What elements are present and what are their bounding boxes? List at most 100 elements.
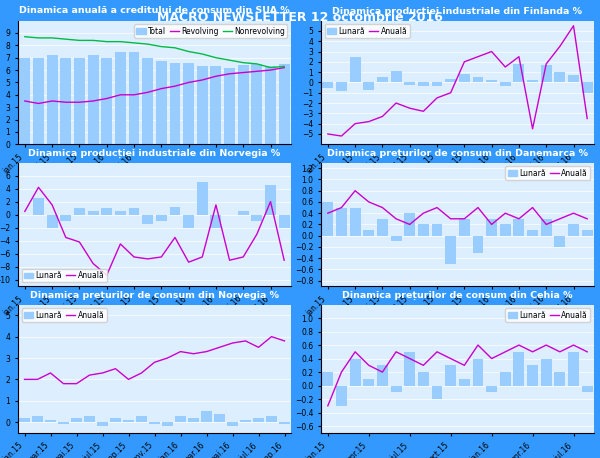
Text: Dinamica anuală a creditului de consum din SUA %: Dinamica anuală a creditului de consum d… [19, 6, 290, 16]
Bar [170, 63, 181, 144]
Bar [279, 64, 290, 144]
Bar [431, 224, 442, 236]
Bar [19, 58, 30, 144]
Bar [74, 58, 85, 144]
Bar [431, 386, 442, 399]
Legend: Lunară, Anuală: Lunară, Anuală [22, 308, 107, 322]
Bar [175, 416, 186, 422]
Bar [32, 416, 43, 422]
Bar [74, 208, 85, 215]
Bar [418, 82, 429, 86]
Bar [183, 215, 194, 228]
Bar [19, 418, 30, 422]
Bar [582, 230, 593, 236]
Bar [514, 352, 524, 386]
Bar [541, 65, 551, 82]
Bar [84, 416, 95, 422]
Bar [88, 212, 98, 215]
Bar [459, 74, 470, 82]
Bar [473, 77, 484, 82]
Bar [336, 207, 347, 236]
Bar [500, 82, 511, 86]
Text: MACRO NEWSLETTER 12 octombrie 2016: MACRO NEWSLETTER 12 octombrie 2016 [157, 11, 443, 24]
Bar [280, 422, 290, 424]
Bar [568, 224, 579, 236]
Bar [211, 66, 221, 144]
Bar [142, 215, 153, 224]
Bar [214, 414, 224, 422]
Bar [336, 82, 347, 91]
Legend: Lunară, Anuală: Lunară, Anuală [505, 308, 590, 322]
Bar [582, 82, 593, 93]
Bar [486, 386, 497, 393]
Bar [202, 411, 212, 422]
Bar [188, 418, 199, 422]
Bar [71, 418, 82, 422]
Legend: Lunară, Anuală: Lunară, Anuală [325, 24, 410, 38]
Legend: Lunară, Anuală: Lunară, Anuală [505, 166, 590, 180]
Text: Dinamica prețurilor de consum din Danemarca %: Dinamica prețurilor de consum din Danema… [327, 148, 588, 158]
Bar [527, 365, 538, 386]
Bar [149, 422, 160, 424]
Bar [364, 82, 374, 90]
Bar [322, 82, 333, 87]
Text: Dinamica prețurilor de consum din Cehia %: Dinamica prețurilor de consum din Cehia … [342, 290, 573, 300]
Bar [110, 418, 121, 422]
Legend: Total, Revolving, Nonrevolving: Total, Revolving, Nonrevolving [134, 24, 287, 38]
Bar [336, 386, 347, 406]
Bar [554, 72, 565, 82]
Bar [128, 52, 139, 144]
Bar [322, 372, 333, 386]
Text: Dinamica prețurilor de consum din Norvegia %: Dinamica prețurilor de consum din Norveg… [30, 290, 279, 300]
Bar [486, 81, 497, 82]
Bar [61, 58, 71, 144]
Bar [183, 63, 194, 144]
Bar [162, 422, 173, 426]
Bar [115, 52, 126, 144]
Bar [568, 75, 579, 82]
Bar [46, 420, 56, 422]
Bar [350, 359, 361, 386]
Bar [61, 215, 71, 221]
Bar [265, 185, 276, 215]
Bar [227, 422, 238, 426]
Bar [115, 212, 126, 215]
Bar [265, 66, 276, 144]
Bar [404, 352, 415, 386]
Text: Dinamica producției industriale din Finlanda %: Dinamica producției industriale din Finl… [332, 6, 583, 16]
Bar [238, 212, 248, 215]
Bar [377, 77, 388, 82]
Bar [142, 58, 153, 144]
Bar [431, 82, 442, 86]
Bar [170, 207, 181, 215]
Bar [459, 379, 470, 386]
Bar [136, 416, 147, 422]
Bar [418, 372, 429, 386]
Bar [238, 65, 248, 144]
Bar [445, 365, 456, 386]
Bar [541, 219, 551, 236]
Bar [391, 71, 401, 82]
Bar [350, 207, 361, 236]
Bar [47, 215, 58, 228]
Bar [554, 372, 565, 386]
Bar [240, 420, 251, 422]
Bar [211, 215, 221, 228]
Bar [391, 386, 401, 393]
Bar [350, 57, 361, 82]
Bar [541, 359, 551, 386]
Bar [33, 198, 44, 215]
Bar [500, 372, 511, 386]
Bar [58, 422, 69, 424]
Bar [88, 55, 98, 144]
Text: Dinamica producției industriale din Norvegia %: Dinamica producției industriale din Norv… [28, 148, 281, 158]
Bar [279, 215, 290, 228]
Bar [124, 420, 134, 422]
Bar [473, 359, 484, 386]
Bar [156, 215, 167, 221]
Bar [554, 236, 565, 247]
Bar [253, 418, 264, 422]
Bar [97, 422, 108, 426]
Bar [486, 219, 497, 236]
Bar [156, 61, 167, 144]
